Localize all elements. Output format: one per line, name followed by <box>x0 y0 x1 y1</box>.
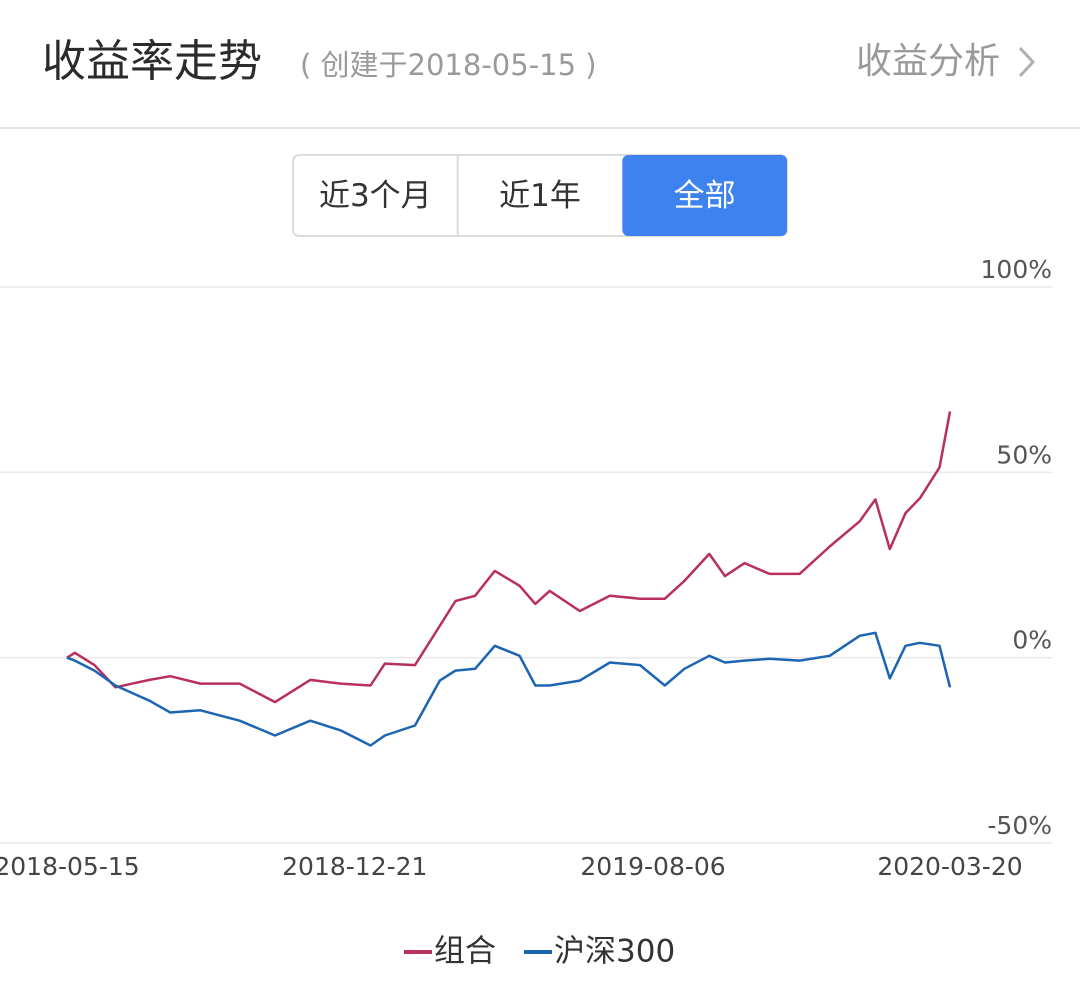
series-line <box>66 411 952 704</box>
subtitle: ( 创建于2018-05-15 ) <box>300 48 597 82</box>
analysis-link[interactable]: 收益分析 <box>856 41 1036 82</box>
tab-selected[interactable] <box>622 155 787 236</box>
y-tick-label: 0% <box>1012 626 1052 655</box>
x-tick-label: 2020-03-20 <box>877 852 1022 881</box>
x-tick-label: 2018-05-15 <box>0 852 140 881</box>
title: 收益率走势 <box>42 36 262 87</box>
link-text[interactable]: 收益分析 <box>856 41 1000 82</box>
tab-label[interactable]: 近3个月 <box>319 178 432 214</box>
tab-label[interactable]: 近1年 <box>499 178 581 214</box>
x-tick-label: 2019-08-06 <box>580 852 725 881</box>
x-tick-label: 2018-12-21 <box>282 852 427 881</box>
series-line <box>66 631 952 747</box>
legend-label: 沪深300 <box>554 934 675 970</box>
y-tick-label: 100% <box>981 255 1052 284</box>
y-tick-label: 50% <box>996 440 1052 469</box>
tab-group: 近3个月 近1年 全部 <box>292 154 788 237</box>
tab-label[interactable]: 全部 <box>674 178 736 214</box>
legend-label: 组合 <box>434 934 496 970</box>
chevron[interactable] <box>1018 46 1036 78</box>
plot: -50% 0% 50% 100% 2018-05-15 2018-12-21 2019-08… <box>0 255 1052 970</box>
y-tick-label: -50% <box>987 811 1052 840</box>
